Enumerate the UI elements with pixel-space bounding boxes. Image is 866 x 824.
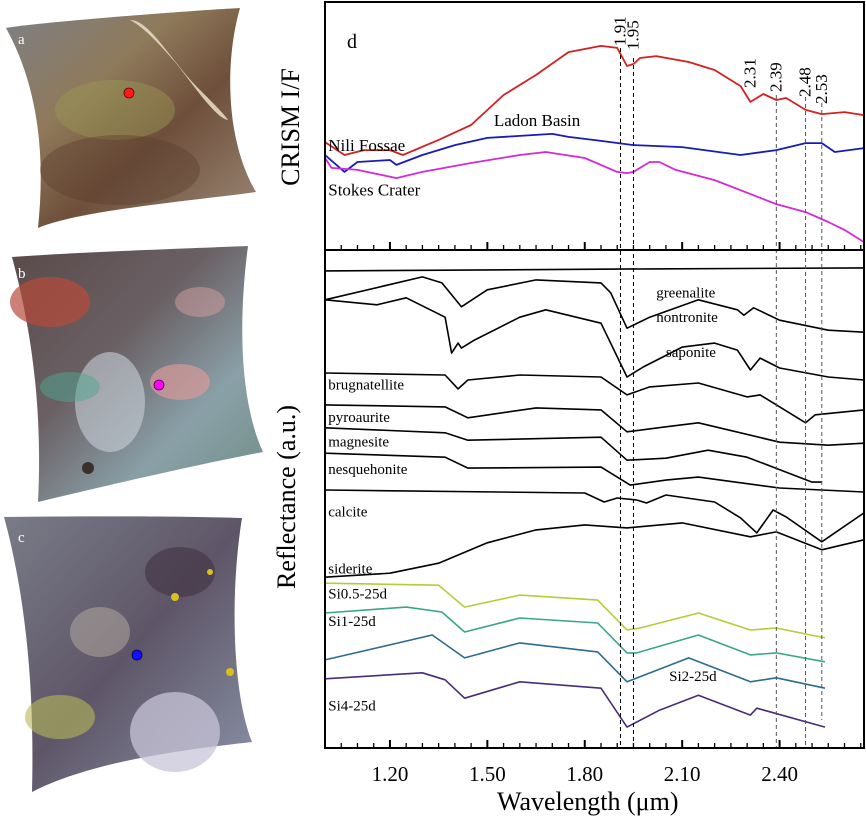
panel-letter-c: c: [18, 530, 25, 546]
series-label-pyroaurite: pyroaurite: [328, 410, 390, 426]
series-label-siderite: siderite: [328, 562, 372, 578]
series-line-pyroaurite: [324, 404, 865, 446]
map-panel-a: a: [0, 0, 260, 235]
series-label-nontronite: nontronite: [656, 310, 718, 326]
series-line-si2-25d: [324, 634, 826, 689]
lower-panel-series: [324, 267, 865, 728]
x-tick-label: 1.80: [566, 762, 603, 786]
series-label-si0-5-25d: Si0.5-25d: [328, 587, 387, 603]
series-label-calcite: calcite: [328, 504, 367, 520]
upper-y-axis-label: CRISM I/F: [275, 68, 305, 186]
channel-feature: [130, 20, 228, 120]
series-line-nili-fossae: [324, 45, 865, 156]
sample-marker-b: [153, 379, 165, 391]
series-label-nili-fossae: Nili Fossae: [328, 136, 405, 155]
panel-letter-b: b: [18, 266, 26, 282]
upper-panel-series: [324, 45, 865, 243]
x-tick-label: 2.40: [761, 762, 798, 786]
series-line-nesquehonite: [324, 452, 865, 493]
series-label-saponite: saponite: [666, 345, 716, 361]
panel-letter-a: a: [18, 32, 25, 48]
x-axis-label: Wavelength (μm): [497, 787, 679, 816]
reference-lines: 1.911.95 2.31 2.39 2.482.53: [610, 16, 831, 748]
series-label-greenalite: greenalite: [656, 285, 715, 301]
series-label-si4-25d: Si4-25d: [328, 699, 376, 715]
series-label-nesquehonite: nesquehonite: [328, 462, 407, 478]
series-line-si0-5-25d: [324, 582, 826, 639]
series-line-calcite: [324, 489, 865, 543]
map-image-a: [6, 8, 256, 228]
map-panel-c: c: [0, 512, 260, 802]
map-panel-b: b: [0, 242, 270, 504]
series-labels: Nili Fossae Ladon Basin Stokes Crater green…: [328, 111, 718, 715]
sample-marker-c: [131, 649, 143, 661]
series-label-si1-25d: Si1-25d: [328, 614, 376, 630]
plot-frame: [324, 1, 865, 749]
series-label-magnesite: magnesite: [328, 435, 389, 451]
series-line-saponite: [324, 297, 865, 381]
series-line-greenalite: [324, 267, 865, 272]
series-label-ladon-basin: Ladon Basin: [494, 111, 581, 130]
panel-letter-d: d: [347, 31, 357, 53]
x-tick-label: 1.50: [469, 762, 506, 786]
sample-marker-a: [123, 87, 135, 99]
series-label-si2-25d: Si2-25d: [669, 669, 717, 685]
series-line-si1-25d: [324, 606, 826, 663]
x-ticks: 1.20 1.50 1.80 2.10 2.40: [340, 242, 862, 786]
series-line-si4-25d: [324, 672, 826, 728]
series-line-magnesite: [324, 427, 822, 483]
reference-label-2-48: 2.48: [796, 67, 815, 97]
series-line-brugnatellite: [324, 372, 865, 424]
series-line-stokes-crater: [324, 151, 865, 243]
reference-label-1-91: 1.91: [610, 16, 629, 46]
reference-label-2-31: 2.31: [740, 58, 759, 88]
reference-label-2-53: 2.53: [812, 74, 831, 104]
x-tick-label: 2.10: [664, 762, 701, 786]
reference-label-2-39: 2.39: [766, 62, 785, 92]
series-line-nontronite: [324, 276, 865, 333]
series-label-brugnatellite: brugnatellite: [328, 377, 404, 393]
lower-y-axis-label: Reflectance (a.u.): [272, 404, 302, 590]
series-label-stokes-crater: Stokes Crater: [328, 180, 420, 199]
series-line-ladon-basin: [324, 133, 865, 173]
reference-label-1-95: 1.95: [623, 20, 642, 50]
x-tick-label: 1.20: [372, 762, 409, 786]
series-line-siderite: [324, 522, 865, 578]
